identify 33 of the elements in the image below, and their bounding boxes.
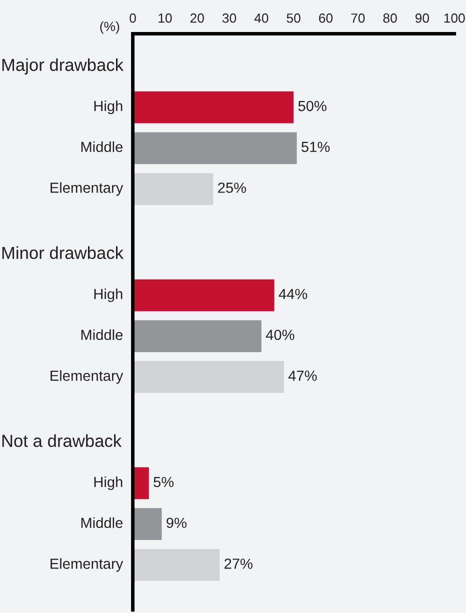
series-label: Middle	[81, 141, 123, 152]
data-label: 9%	[166, 518, 186, 528]
data-label: 44%	[278, 288, 308, 300]
x-tick-label: 100	[444, 13, 465, 23]
data-label: 25%	[218, 182, 246, 193]
y-tick-label: Major drawback	[2, 58, 124, 74]
data-label: 51%	[302, 142, 330, 152]
text: High	[94, 476, 122, 490]
text: High	[94, 288, 122, 302]
x-axis-title: (%)	[100, 21, 120, 34]
y-tick-label: Minor drawback	[2, 246, 124, 260]
text: Elementary	[50, 558, 124, 572]
x-tick-label: 10	[158, 13, 172, 23]
x-tick-label: 50	[286, 13, 300, 23]
x-tick-label: 40	[254, 13, 268, 23]
series-label: Elementary	[50, 182, 124, 196]
text: Middle	[81, 517, 123, 528]
data-label: 47%	[288, 370, 317, 381]
data-label: 27%	[224, 558, 252, 569]
data-label: 40%	[266, 330, 294, 340]
x-tick-label: 30	[222, 13, 236, 23]
x-tick-label: 80	[383, 13, 397, 23]
x-tick-label: 0	[130, 13, 136, 23]
text: Middle	[81, 329, 123, 340]
x-tick-label: 70	[351, 13, 365, 23]
x-tick-label: 90	[415, 13, 430, 23]
x-tick-label: 20	[190, 13, 204, 23]
data-label: 5%	[154, 476, 174, 488]
text: Elementary	[50, 370, 124, 384]
y-tick-label: Not a drawback	[2, 434, 122, 448]
series-label: High	[94, 100, 122, 114]
data-label: 50%	[298, 100, 326, 112]
x-tick-label: 60	[319, 13, 333, 23]
